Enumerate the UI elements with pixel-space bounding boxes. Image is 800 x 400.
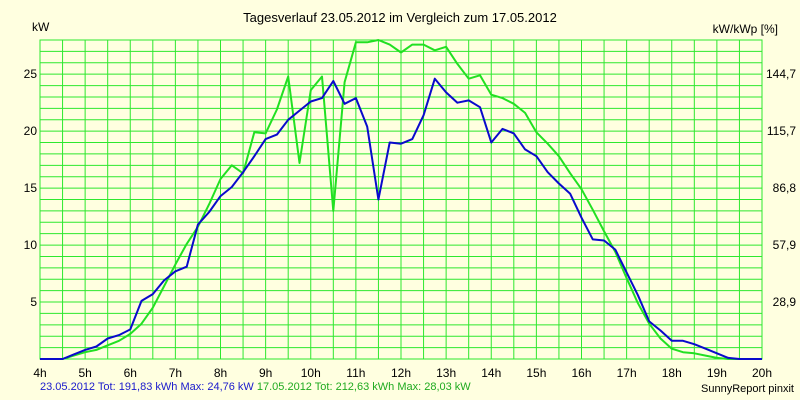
grid — [39, 39, 763, 360]
y-tick-label-right: 28,9 — [773, 295, 797, 309]
y-tick-label-right: 144,7 — [766, 67, 796, 81]
chart-credit: SunnyReport pinxit — [701, 383, 794, 395]
x-tick-label: 18h — [662, 366, 682, 380]
x-tick-label: 12h — [391, 366, 411, 380]
series-lines — [40, 39, 762, 360]
series-line-23-05-2012 — [40, 77, 762, 360]
x-tick-label: 19h — [707, 366, 727, 380]
x-tick-label: 15h — [526, 366, 546, 380]
y-axis-unit-left: kW — [32, 20, 50, 34]
chart-footer-summary: 23.05.2012 Tot: 191,83 kWh Max: 24,76 kW… — [40, 381, 471, 393]
x-tick-label: 13h — [436, 366, 456, 380]
footer-summary-23-05: 23.05.2012 Tot: 191,83 kWh Max: 24,76 kW — [40, 381, 254, 393]
x-tick-label: 8h — [214, 366, 227, 380]
x-tick-label: 17h — [617, 366, 637, 380]
y-tick-label-right: 115,7 — [767, 124, 796, 138]
x-tick-label: 5h — [78, 366, 91, 380]
tick-labels: 4h 5h 6h 7h 8h 9h 10h 11h 12h 13h 14h 15h 16h 17h 18h 1… — [24, 67, 797, 380]
y-tick-label-left: 25 — [24, 67, 38, 81]
x-tick-label: 9h — [259, 366, 272, 380]
y-axis-unit-right: kW/kWp [%] — [712, 22, 778, 36]
x-tick-label: 14h — [481, 366, 501, 380]
x-tick-label: 10h — [301, 366, 321, 380]
y-tick-label-left: 10 — [24, 238, 38, 252]
x-tick-label: 7h — [169, 366, 182, 380]
y-tick-label-left: 15 — [24, 181, 38, 195]
x-tick-label: 6h — [124, 366, 137, 380]
y-tick-label-left: 5 — [30, 295, 37, 309]
x-tick-label: 11h — [346, 366, 365, 380]
y-tick-label-left: 20 — [24, 124, 38, 138]
footer-summary-17-05: 17.05.2012 Tot: 212,63 kWh Max: 28,03 kW — [256, 381, 471, 393]
y-tick-label-right: 86,8 — [773, 181, 797, 195]
x-tick-label: 16h — [571, 366, 591, 380]
x-tick-label: 20h — [752, 366, 772, 380]
series-line-17-05-2012 — [40, 39, 762, 360]
chart-title: Tagesverlauf 23.05.2012 im Vergleich zum… — [243, 10, 557, 25]
y-tick-label-right: 57,9 — [773, 238, 797, 252]
x-tick-label: 4h — [33, 366, 46, 380]
